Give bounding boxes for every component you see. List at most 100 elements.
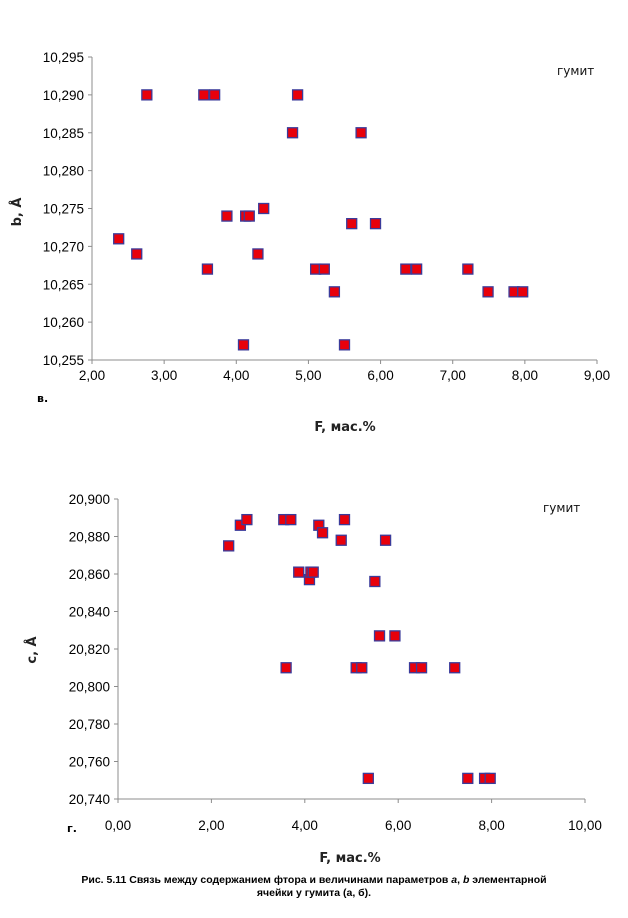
chart-b-parameter: 10,255 10,260 10,265 10,270 10,275 10,280 10,2… (9, 50, 610, 435)
y-tick-label: 10,265 (43, 277, 84, 292)
data-point (389, 630, 401, 642)
x-tick-label: 7,00 (440, 368, 466, 383)
chart-c-marks (223, 513, 496, 785)
data-point (285, 513, 297, 526)
y-tick-label: 10,290 (43, 88, 84, 103)
data-point (293, 566, 305, 578)
chart-b-legend-label: гумит (557, 64, 594, 78)
data-point (462, 263, 474, 275)
y-tick-label: 20,740 (69, 792, 110, 807)
chart-c-legend-label: гумит (543, 501, 580, 515)
data-point (369, 217, 382, 230)
y-tick-label: 20,900 (69, 492, 110, 507)
data-point (208, 89, 221, 101)
data-point (318, 263, 330, 275)
y-tick-label: 20,800 (69, 680, 110, 695)
data-point (346, 217, 358, 230)
x-tick-label: 5,00 (295, 368, 321, 383)
caption-param-a: a (451, 874, 458, 886)
data-point (291, 89, 304, 101)
chart-c-x-axis-label: F, мас.% (319, 851, 380, 866)
data-point (335, 534, 347, 546)
x-tick-label: 2,00 (198, 818, 224, 833)
caption-line-2: ячейки у гумита (а, б). (256, 887, 372, 899)
y-tick-label: 20,840 (69, 605, 110, 620)
caption-param-b: b (462, 874, 470, 886)
data-point (243, 210, 255, 222)
figure-caption: Рис. 5.11 Связь между содержанием фтора … (0, 874, 628, 900)
y-tick-label: 20,880 (69, 530, 110, 545)
y-tick-label: 10,295 (43, 50, 84, 65)
chart-c-parameter: 20,740 20,760 20,780 20,800 20,820 20,840 20,8… (24, 492, 602, 866)
data-point (373, 630, 386, 642)
x-tick-label: 0,00 (105, 818, 131, 833)
data-point (258, 202, 270, 215)
data-point (286, 127, 299, 139)
data-point (328, 286, 341, 298)
y-tick-label: 10,270 (43, 239, 84, 254)
data-point (237, 339, 250, 351)
x-tick-label: 10,00 (568, 818, 602, 833)
chart-b-ticks: 10,255 10,260 10,265 10,270 10,275 10,280 10,2… (43, 50, 610, 383)
y-tick-label: 10,275 (43, 202, 84, 217)
y-tick-label: 10,260 (43, 315, 84, 330)
x-tick-label: 6,00 (367, 368, 393, 383)
data-point (241, 513, 253, 526)
x-tick-label: 4,00 (292, 818, 318, 833)
chart-c-ticks: 20,740 20,760 20,780 20,800 20,820 20,840 20,8… (69, 492, 602, 833)
x-tick-label: 2,00 (79, 368, 105, 383)
data-point (369, 575, 381, 588)
data-point (338, 339, 351, 351)
data-point (379, 534, 392, 546)
data-point (462, 772, 474, 785)
data-point (356, 662, 368, 674)
data-point (415, 662, 428, 674)
data-point (484, 772, 496, 785)
chart-b-y-axis-label: b, Å (9, 198, 25, 227)
x-tick-label: 6,00 (385, 818, 411, 833)
y-tick-label: 20,780 (69, 717, 110, 732)
data-point (141, 89, 153, 101)
chart-c-panel-letter: г. (67, 822, 77, 835)
data-point (482, 286, 494, 298)
y-tick-label: 10,255 (43, 353, 84, 368)
data-point (131, 248, 143, 260)
data-point (316, 527, 329, 539)
data-point (338, 513, 351, 526)
x-tick-label: 3,00 (151, 368, 177, 383)
caption-line-1: Рис. 5.11 Связь между содержанием фтора … (0, 874, 628, 887)
caption-separator: , (457, 874, 463, 886)
chart-b-axes (88, 56, 598, 364)
caption-text-end: элементарной (469, 874, 547, 886)
data-point (449, 662, 461, 674)
y-tick-label: 10,285 (43, 126, 84, 141)
data-point (113, 233, 125, 245)
chart-b-panel-letter: в. (37, 392, 48, 405)
y-tick-label: 20,820 (69, 642, 110, 657)
x-tick-label: 9,00 (584, 368, 610, 383)
data-point (223, 540, 235, 552)
data-point (252, 248, 264, 260)
x-tick-label: 4,00 (223, 368, 249, 383)
data-point (201, 263, 214, 275)
chart-b-marks (113, 89, 529, 351)
data-point (280, 662, 292, 674)
data-point (221, 210, 233, 222)
data-point (355, 127, 367, 139)
y-tick-label: 10,280 (43, 164, 84, 179)
data-point (410, 263, 423, 275)
y-tick-label: 20,860 (69, 567, 110, 582)
data-point (307, 566, 319, 578)
x-tick-label: 8,00 (478, 818, 504, 833)
data-point (400, 263, 412, 275)
data-point (517, 286, 529, 298)
caption-text-start: Рис. 5.11 Связь между содержанием фтора … (81, 874, 452, 886)
x-tick-label: 8,00 (512, 368, 538, 383)
chart-b-x-axis-label: F, мас.% (314, 420, 375, 435)
y-tick-label: 20,760 (69, 755, 110, 770)
data-point (198, 89, 210, 101)
data-point (362, 772, 374, 785)
chart-c-axes (114, 498, 586, 803)
chart-c-y-axis-label: c, Å (24, 636, 40, 663)
